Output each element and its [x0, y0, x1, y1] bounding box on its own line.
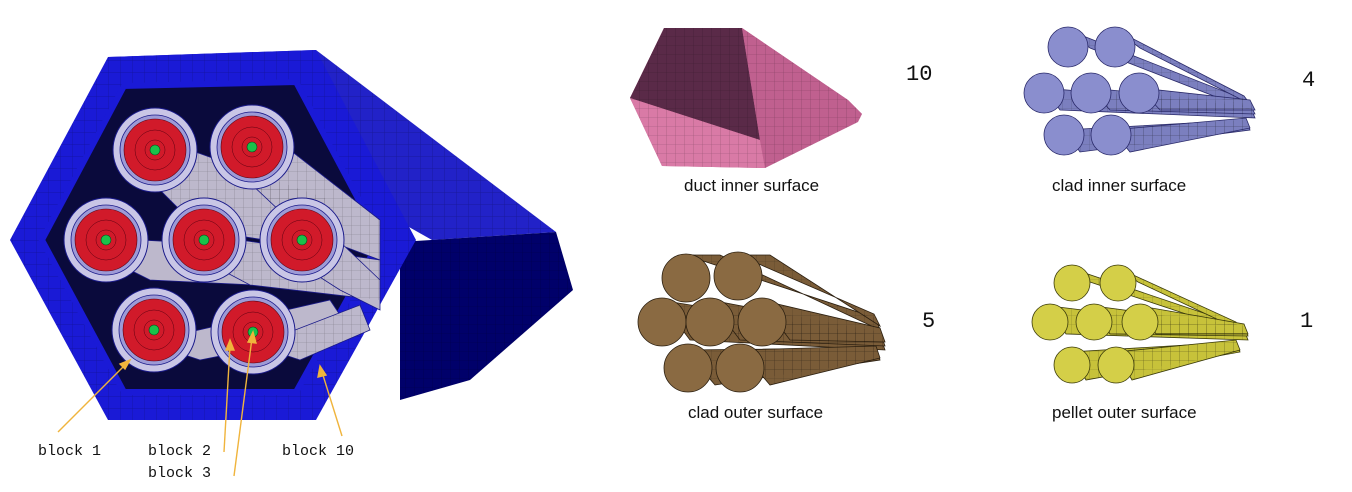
- label-block-2: block 2: [148, 443, 212, 460]
- count-clad-outer-surface: 5: [922, 309, 936, 334]
- pin-3: [63, 197, 149, 283]
- caption-clad-outer-surface: clad outer surface: [688, 403, 824, 422]
- arrow-block-2: [223, 345, 231, 453]
- label-block-3: block 3: [148, 465, 212, 482]
- pellet-outer-surface-shape: [1031, 264, 1249, 384]
- arrow-block-3: [233, 337, 253, 477]
- pin-1: [112, 107, 198, 193]
- duct-inner-surface-shape: [630, 28, 862, 168]
- pin-5: [259, 197, 345, 283]
- pin-2: [209, 104, 295, 190]
- duct-right-face-grid: [400, 232, 573, 400]
- count-duct-inner-surface: 10: [906, 62, 933, 87]
- count-clad-inner-surface: 4: [1302, 68, 1316, 93]
- count-pellet-outer-surface: 1: [1300, 309, 1314, 334]
- assembly-view: [10, 50, 573, 477]
- clad-outer-surface-shape: [637, 251, 886, 393]
- caption-pellet-outer-surface: pellet outer surface: [1052, 403, 1197, 422]
- label-block-10: block 10: [282, 443, 355, 460]
- pin-cross-sections: [63, 104, 345, 375]
- label-block-1: block 1: [38, 443, 102, 460]
- pin-4: [161, 197, 247, 283]
- arrow-block-1: [57, 363, 127, 433]
- arrow-block-10: [321, 371, 343, 437]
- pin-6: [111, 287, 197, 373]
- clad-inner-surface-shape: [1023, 26, 1256, 156]
- label-arrows: [57, 330, 343, 477]
- caption-clad-inner-surface: clad inner surface: [1052, 176, 1187, 195]
- duct-inner-wall: [38, 78, 384, 395]
- caption-duct-inner-surface: duct inner surface: [684, 176, 820, 195]
